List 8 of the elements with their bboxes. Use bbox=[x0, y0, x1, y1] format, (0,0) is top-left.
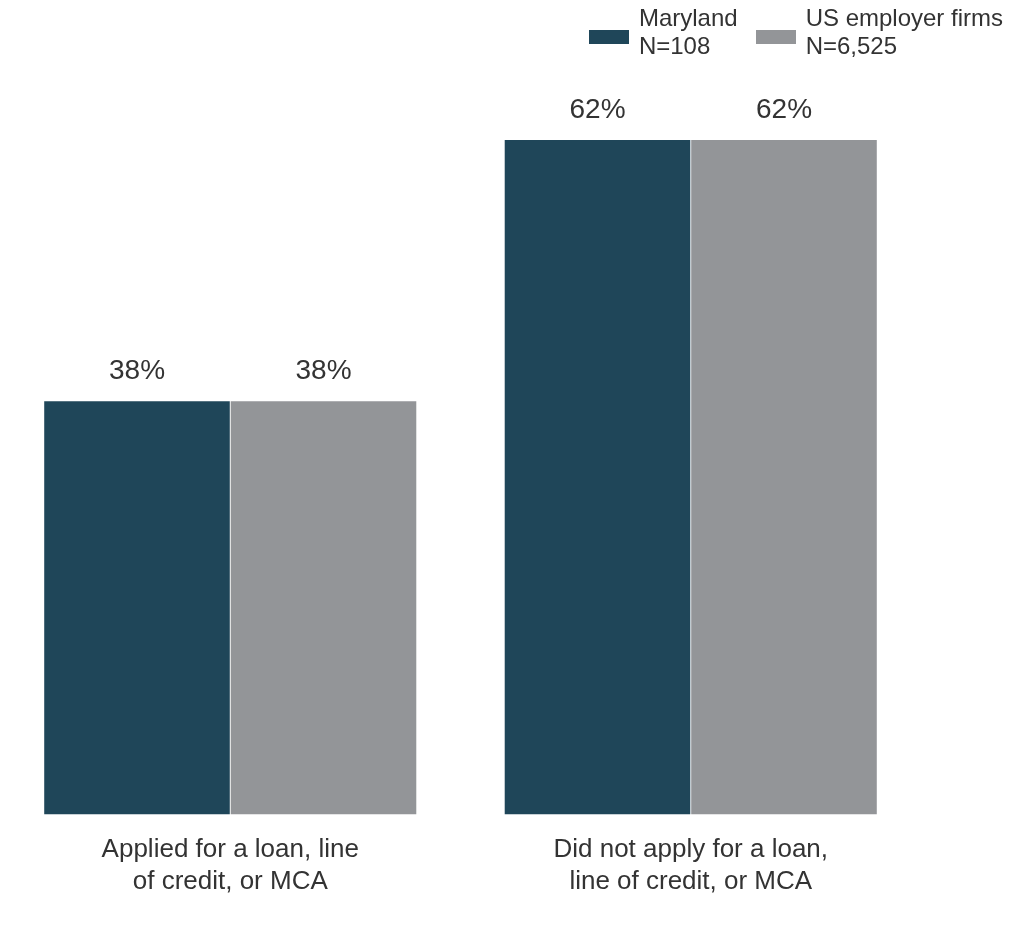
legend-label: US employer firms N=6,525 bbox=[805, 4, 1003, 60]
data-label: 38% bbox=[295, 353, 352, 385]
x-tick-label: Did not apply for a loan, line of credit, or MCA bbox=[553, 833, 829, 895]
data-label: 38% bbox=[108, 353, 166, 385]
x-tick-label: Applied for a loan, line of credit, or MCA bbox=[101, 833, 359, 895]
data-label: 62% bbox=[755, 92, 813, 124]
legend-label: Maryland N=108 bbox=[638, 4, 738, 60]
data-label: 62% bbox=[569, 92, 626, 124]
